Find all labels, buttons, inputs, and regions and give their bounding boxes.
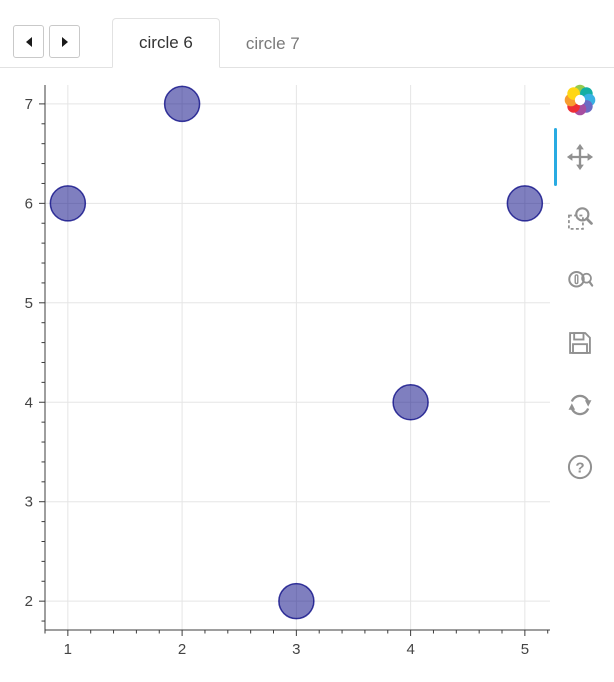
help-tool-button[interactable]: ? <box>564 451 596 483</box>
y-tick-label: 3 <box>25 494 33 511</box>
reset-tool-button[interactable] <box>564 389 596 421</box>
scatter-plot-canvas[interactable]: 1 2 3 4 5 2 3 4 5 6 7 <box>0 68 614 682</box>
pan-tool-button[interactable] <box>564 141 596 173</box>
bokeh-toolbar: ? <box>554 83 604 513</box>
x-tick-label: 3 <box>292 641 300 658</box>
tab-circle-6[interactable]: circle 6 <box>112 18 220 68</box>
tab-bar: circle 6 circle 7 <box>0 0 614 68</box>
active-tool-indicator <box>554 128 557 186</box>
data-point <box>278 582 315 620</box>
svg-text:?: ? <box>575 459 584 476</box>
pan-move-icon <box>566 143 594 171</box>
tabs-next-button[interactable] <box>49 25 80 58</box>
box-zoom-tool-button[interactable] <box>564 203 596 235</box>
reset-icon <box>568 394 592 416</box>
help-icon: ? <box>567 454 593 480</box>
arrow-left-icon <box>25 36 32 47</box>
data-point <box>506 185 544 222</box>
save-icon <box>569 332 591 354</box>
box-zoom-icon <box>568 207 593 230</box>
y-tick-label: 4 <box>25 394 33 411</box>
data-point <box>163 85 201 123</box>
tab-circle-7[interactable]: circle 7 <box>220 20 326 68</box>
wheel-zoom-icon <box>568 271 594 288</box>
x-tick-label: 2 <box>178 641 186 658</box>
tabs-prev-button[interactable] <box>13 25 44 58</box>
x-tick-label: 5 <box>521 641 529 658</box>
arrow-right-icon <box>61 36 68 47</box>
tab-label: circle 7 <box>245 34 300 53</box>
y-tick-label: 6 <box>25 195 33 212</box>
wheel-zoom-tool-button[interactable] <box>564 265 596 297</box>
tab-list: circle 6 circle 7 <box>112 18 326 68</box>
y-tick-label: 5 <box>25 295 33 312</box>
plot-area: 1 2 3 4 5 2 3 4 5 6 7 <box>0 68 614 682</box>
y-tick-label: 2 <box>25 593 33 610</box>
bokeh-logo[interactable] <box>563 83 597 117</box>
bokeh-logo-icon <box>564 84 596 116</box>
data-point <box>49 185 87 222</box>
save-tool-button[interactable] <box>564 327 596 359</box>
x-tick-label: 1 <box>64 641 72 658</box>
tab-label: circle 6 <box>139 33 193 52</box>
data-point <box>392 384 429 421</box>
tab-nav-buttons <box>13 25 80 58</box>
x-tick-label: 4 <box>406 641 414 658</box>
y-tick-label: 7 <box>25 96 33 113</box>
